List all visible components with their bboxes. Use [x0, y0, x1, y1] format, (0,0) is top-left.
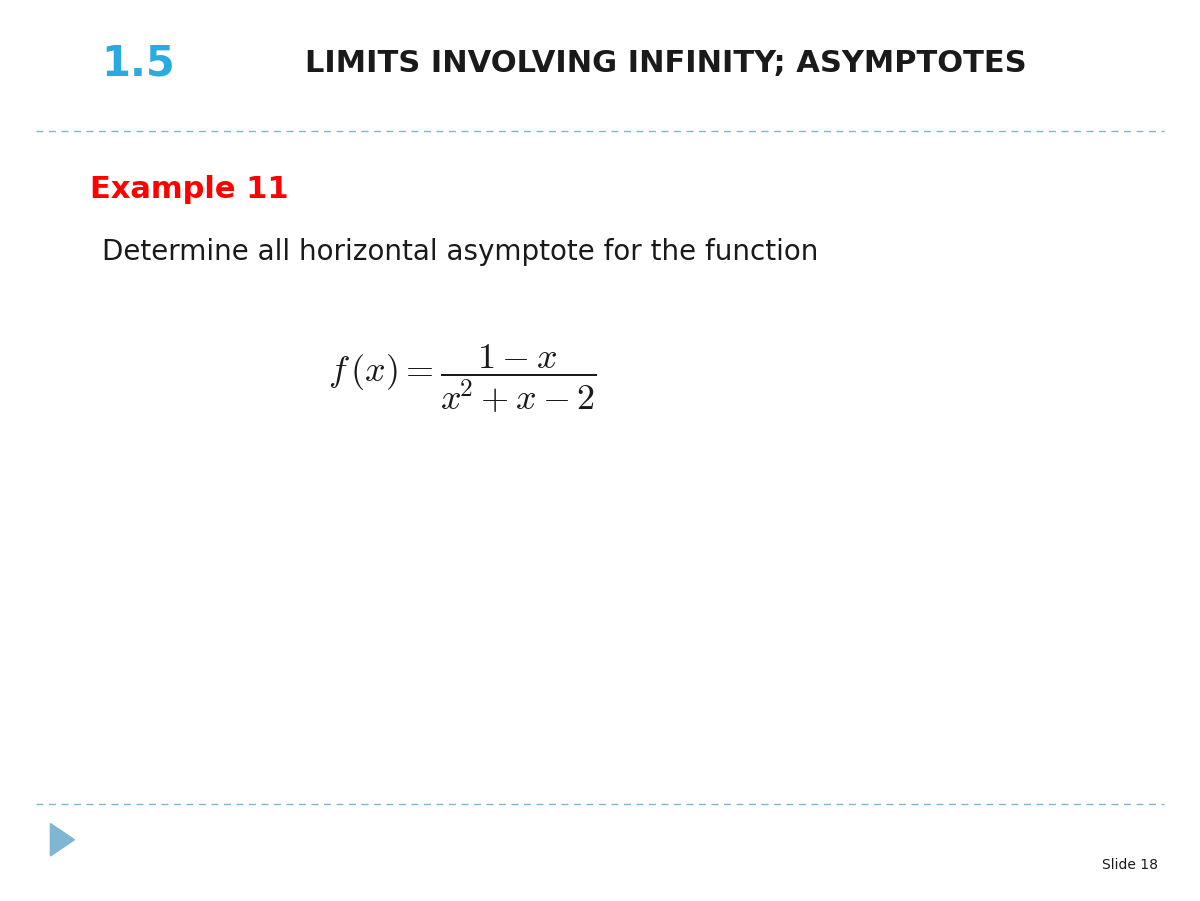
- Text: Example 11: Example 11: [90, 175, 289, 204]
- Polygon shape: [50, 824, 74, 856]
- Text: Slide 18: Slide 18: [1102, 858, 1158, 872]
- Text: Determine all horizontal asymptote for the function: Determine all horizontal asymptote for t…: [102, 238, 818, 267]
- Text: 1.5: 1.5: [101, 42, 175, 84]
- Text: $f\,(x) = \dfrac{1-x}{x^{\!2}+x-2}$: $f\,(x) = \dfrac{1-x}{x^{\!2}+x-2}$: [328, 342, 596, 414]
- Text: LIMITS INVOLVING INFINITY; ASYMPTOTES: LIMITS INVOLVING INFINITY; ASYMPTOTES: [305, 49, 1027, 77]
